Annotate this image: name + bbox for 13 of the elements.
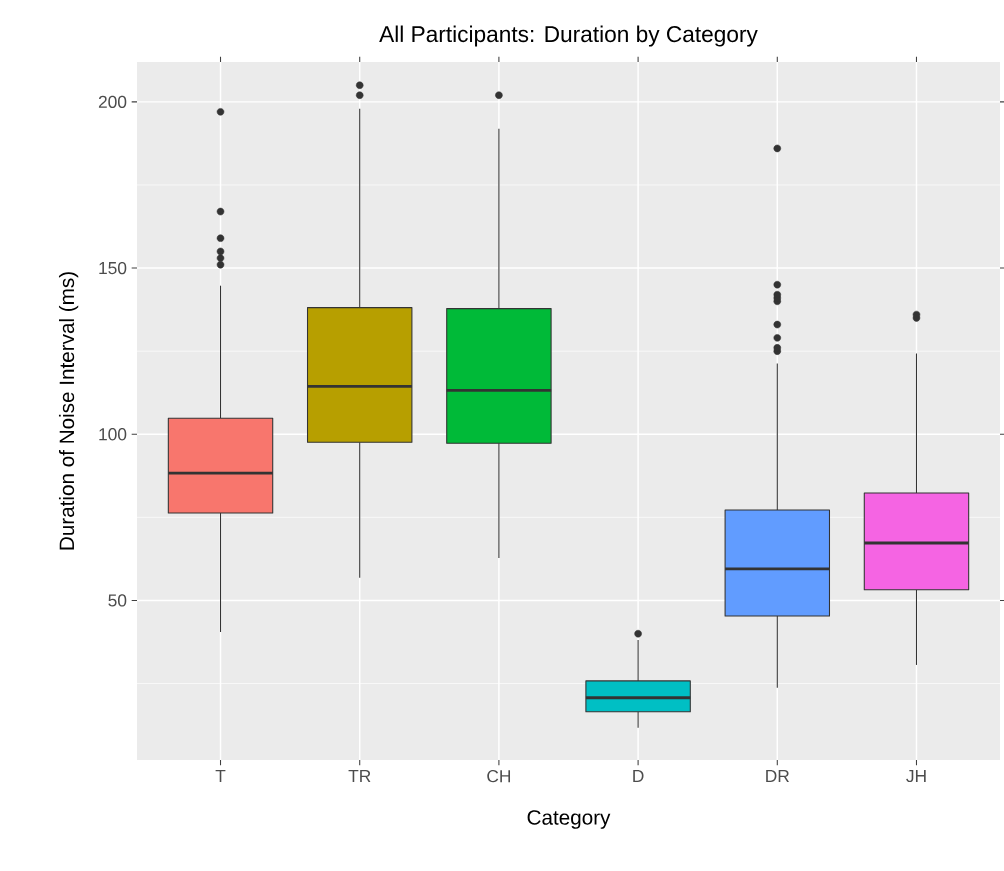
x-tick-label: DR — [766, 770, 789, 782]
x-tick-label: CH — [487, 770, 511, 783]
x-tick-label: JH — [906, 770, 926, 783]
y-axis-title: Duration of Noise Interval (ms) — [58, 272, 79, 550]
x-tick-label: D — [633, 770, 644, 782]
y-tick-label: 200 — [98, 95, 127, 109]
y-tick-label: 100 — [99, 428, 127, 441]
y-tick-label: 150 — [99, 261, 127, 275]
x-tick-label: T — [215, 770, 226, 782]
x-tick-label: TR — [348, 770, 371, 782]
x-axis-title: Category — [527, 810, 611, 829]
chart-title: All Participants: Duration by Category — [379, 25, 758, 47]
y-tick-label: 50 — [108, 594, 127, 607]
